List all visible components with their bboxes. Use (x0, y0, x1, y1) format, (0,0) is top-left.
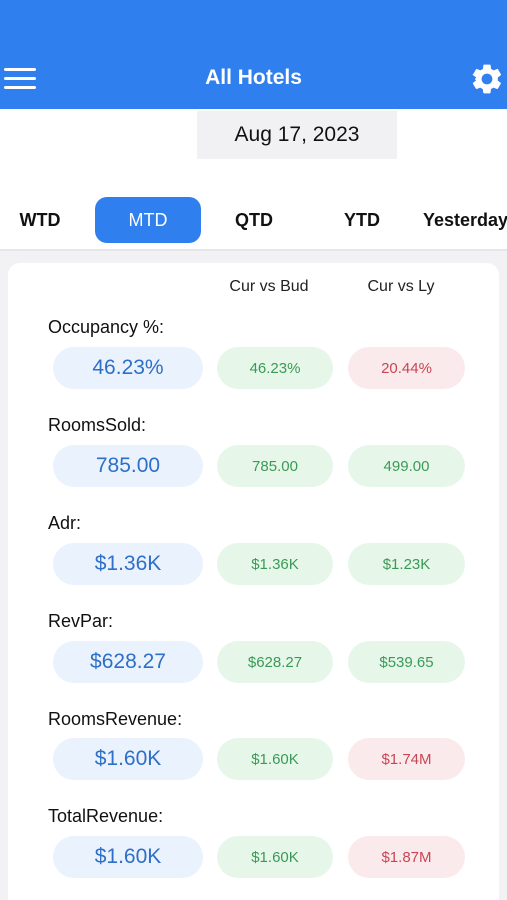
metric-ly-rooms-sold: 499.00 (348, 445, 465, 487)
gear-icon[interactable] (469, 61, 505, 97)
metric-ly-adr: $1.23K (348, 543, 465, 585)
tab-ytd[interactable]: YTD (344, 209, 380, 230)
metric-ly-rooms-revenue: $1.74M (348, 738, 465, 780)
metric-value-adr: $1.36K (53, 543, 203, 585)
tab-mtd[interactable]: MTD (95, 197, 201, 243)
metric-bud-rooms-sold: 785.00 (217, 445, 333, 487)
metric-label-revpar: RevPar: (48, 611, 114, 631)
metric-value-total-revenue: $1.60K (53, 836, 203, 878)
tab-qtd[interactable]: QTD (235, 209, 273, 230)
column-header-bud: Cur vs Bud (229, 278, 309, 295)
metric-value-revpar: $628.27 (53, 641, 203, 683)
menu-icon[interactable] (4, 66, 36, 92)
metric-value-rooms-sold: 785.00 (53, 445, 203, 487)
date-picker[interactable]: Aug 17, 2023 (197, 111, 397, 159)
metric-value-occupancy: 46.23% (53, 347, 203, 389)
metric-ly-occupancy: 20.44% (348, 347, 465, 389)
metric-bud-revpar: $628.27 (217, 641, 333, 683)
metric-label-occupancy: Occupancy %: (48, 317, 165, 337)
metric-label-adr: Adr: (48, 513, 82, 533)
column-header-ly: Cur vs Ly (367, 278, 435, 295)
app-header: All Hotels (0, 0, 507, 109)
page-title: All Hotels (205, 66, 302, 89)
metric-bud-occupancy: 46.23% (217, 347, 333, 389)
divider (0, 249, 507, 251)
metric-label-rooms-revenue: RoomsRevenue: (48, 709, 183, 729)
metric-bud-adr: $1.36K (217, 543, 333, 585)
metric-label-total-revenue: TotalRevenue: (48, 806, 164, 826)
tab-yesterday[interactable]: Yesterday (423, 209, 507, 230)
metric-ly-revpar: $539.65 (348, 641, 465, 683)
metric-value-rooms-revenue: $1.60K (53, 738, 203, 780)
tab-wtd[interactable]: WTD (19, 209, 61, 230)
metric-label-rooms-sold: RoomsSold: (48, 415, 147, 435)
metric-bud-total-revenue: $1.60K (217, 836, 333, 878)
metric-bud-rooms-revenue: $1.60K (217, 738, 333, 780)
metric-ly-total-revenue: $1.87M (348, 836, 465, 878)
